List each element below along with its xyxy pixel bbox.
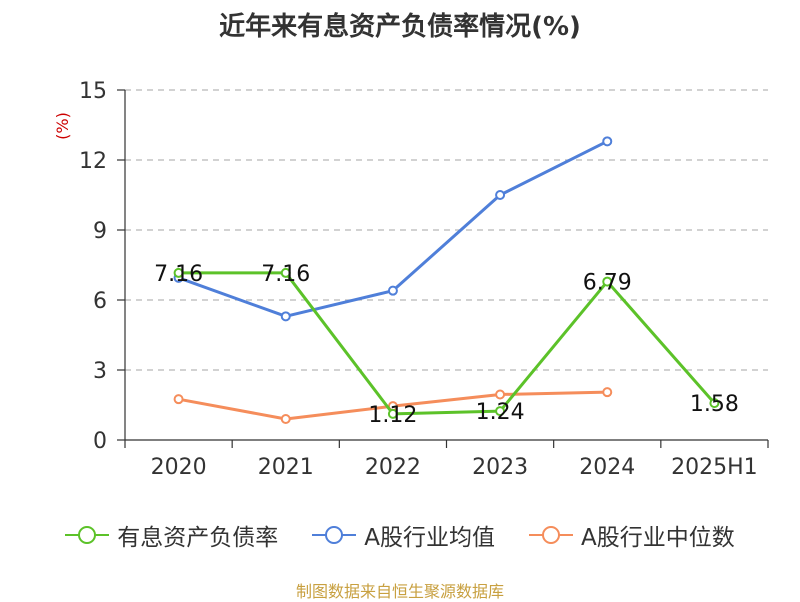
data-point <box>495 389 506 400</box>
legend-label: 有息资产负债率 <box>117 525 279 551</box>
data-point <box>709 398 720 409</box>
data-point <box>387 285 398 296</box>
data-point <box>173 267 184 278</box>
data-label: 1.12 <box>368 403 417 428</box>
data-point <box>280 311 291 322</box>
x-tick-label: 2025H1 <box>671 455 758 480</box>
series-line <box>178 271 716 416</box>
data-point <box>387 408 398 419</box>
x-tick-label: 2021 <box>258 455 314 480</box>
legend-swatch-icon <box>529 526 573 544</box>
data-point <box>495 190 506 200</box>
legend-label: A股行业中位数 <box>581 525 735 551</box>
axes: 0 3 6 9 12 15 2020 2021 2022 2023 2024 2025H1 <box>79 79 769 480</box>
data-label: 7.16 <box>261 262 310 287</box>
data-label: 7.16 <box>154 262 203 287</box>
data-source-note: 制图数据来自恒生聚源数据库 <box>295 582 504 601</box>
data-label: 1.58 <box>690 392 739 417</box>
y-axis-unit-label: (%) <box>53 112 72 140</box>
x-tick-label: 2023 <box>472 455 528 480</box>
data-labels: 7.16 7.16 1.12 1.24 6.79 1.58 <box>154 262 739 428</box>
data-point <box>602 387 613 398</box>
legend-swatch-icon <box>65 526 110 544</box>
y-tick-label: 9 <box>93 219 107 244</box>
legend-item[interactable]: 有息资产负债率 <box>65 518 278 552</box>
data-point <box>280 267 291 278</box>
y-tick-label: 0 <box>93 429 107 454</box>
legend-item[interactable]: A股行业中位数 <box>529 518 735 552</box>
data-point <box>173 394 184 405</box>
data-point <box>602 136 613 147</box>
chart-title: 近年来有息资产负债率情况(%) <box>219 12 581 42</box>
data-point <box>602 276 613 287</box>
legend-label: A股行业均值 <box>364 525 495 551</box>
legend-swatch-icon <box>312 526 357 544</box>
data-label: 1.24 <box>476 400 525 425</box>
y-tick-label: 12 <box>79 149 107 174</box>
legend: 有息资产负债率 A股行业均值 A股行业中位数 <box>0 518 800 552</box>
series-lines <box>173 136 720 424</box>
data-label: 6.79 <box>583 271 632 296</box>
y-tick-label: 3 <box>93 359 107 384</box>
legend-item[interactable]: A股行业均值 <box>312 518 495 552</box>
y-tick-label: 6 <box>93 289 107 314</box>
x-tick-label: 2024 <box>579 455 635 480</box>
data-point <box>495 406 506 417</box>
x-tick-label: 2022 <box>365 455 421 480</box>
data-point <box>280 414 291 424</box>
y-tick-label: 15 <box>79 79 107 104</box>
x-tick-label: 2020 <box>151 455 207 480</box>
grid-lines <box>125 89 768 371</box>
